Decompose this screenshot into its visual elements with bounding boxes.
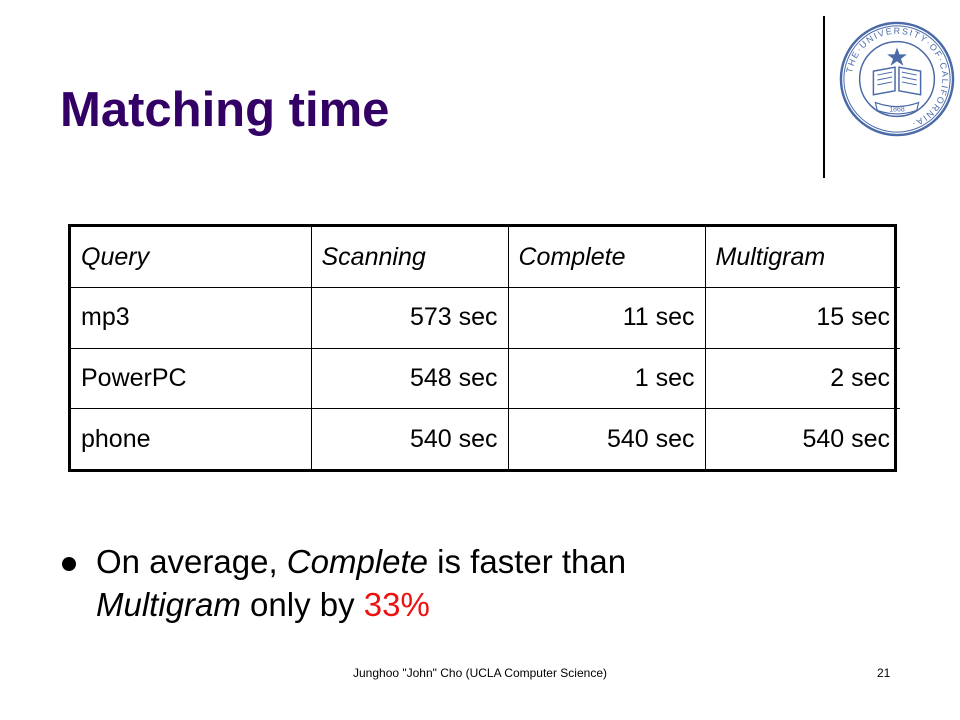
bullet-text-part: is faster than [428, 543, 627, 580]
bullet-emphasis-multigram: Multigram [96, 586, 241, 623]
slide-title: Matching time [60, 83, 390, 137]
cell-scanning: 540 sec [310, 408, 509, 469]
bullet-text-part: only by [240, 586, 364, 623]
bullet-dot-icon [62, 557, 76, 571]
cell-multigram: 15 sec [704, 287, 900, 349]
bullet-highlight-percent: 33% [363, 586, 430, 623]
slide-footer: Junghoo "John" Cho (UCLA Computer Scienc… [353, 666, 607, 680]
cell-scanning: 548 sec [310, 347, 509, 409]
table-row: PowerPC 548 sec 1 sec 2 sec [71, 347, 900, 409]
header-query: Query [71, 227, 312, 288]
header-scanning: Scanning [310, 227, 509, 288]
cell-query: PowerPC [71, 347, 312, 409]
cell-scanning: 573 sec [310, 287, 509, 349]
header-complete: Complete [507, 227, 706, 288]
bullet-text-part: On average, [96, 543, 287, 580]
table-row: mp3 573 sec 11 sec 15 sec [71, 287, 900, 349]
university-seal-logo: THE·UNIVERSITY·OF·CALIFORNIA· 1868 [839, 21, 955, 137]
matching-time-table: Query Scanning Complete Multigram mp3 57… [68, 224, 900, 472]
bullet-emphasis-complete: Complete [286, 543, 429, 580]
cell-multigram: 540 sec [704, 408, 900, 469]
svg-text:1868: 1868 [889, 106, 904, 113]
table-header-row: Query Scanning Complete Multigram [71, 227, 900, 288]
title-divider-line [823, 16, 825, 178]
slide-page-number: 21 [877, 666, 891, 680]
header-multigram: Multigram [704, 227, 900, 288]
cell-complete: 11 sec [507, 287, 706, 349]
table-row: phone 540 sec 540 sec 540 sec [71, 408, 900, 469]
cell-query: phone [71, 408, 312, 469]
bullet-text: On average, Complete is faster than Mult… [96, 540, 856, 626]
cell-query: mp3 [71, 287, 312, 349]
cell-complete: 1 sec [507, 347, 706, 409]
cell-complete: 540 sec [507, 408, 706, 469]
cell-multigram: 2 sec [704, 347, 900, 409]
